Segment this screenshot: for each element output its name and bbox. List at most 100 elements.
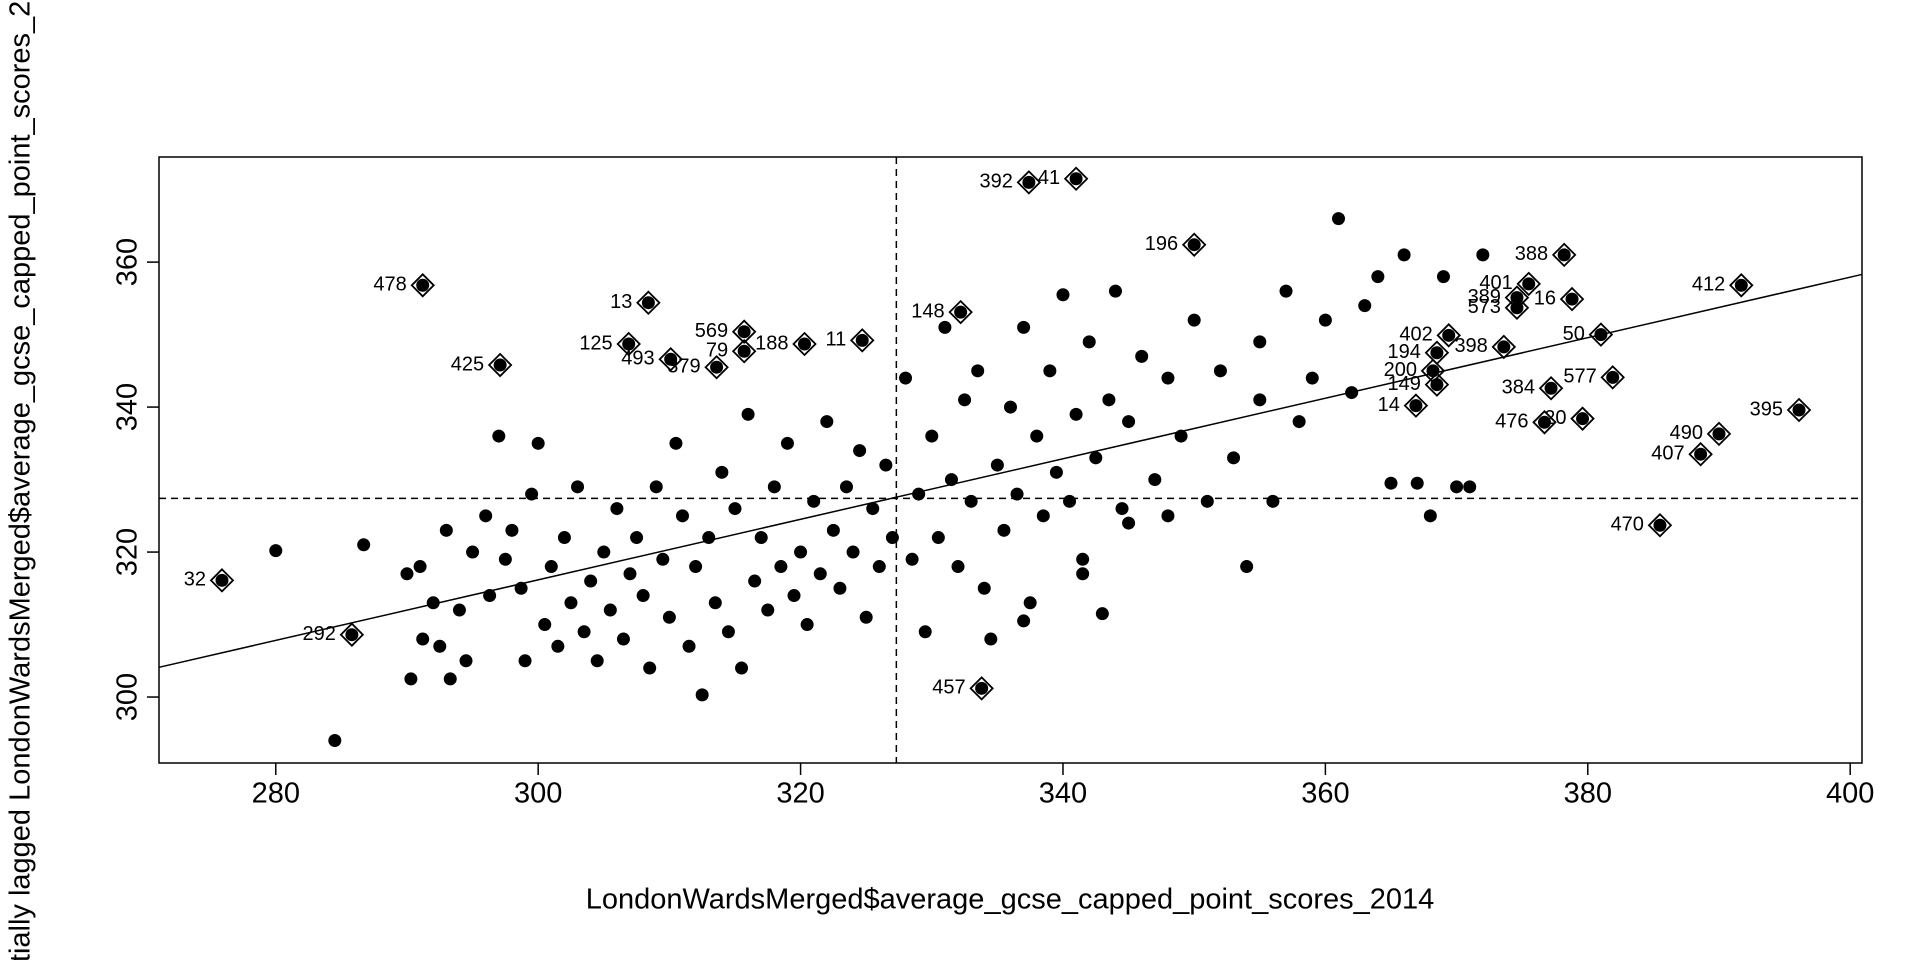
- point: [433, 639, 447, 653]
- point-label: 402: [1399, 324, 1432, 346]
- point: [483, 589, 497, 603]
- point: [466, 545, 480, 559]
- influential-point: [737, 344, 751, 358]
- point: [571, 480, 585, 494]
- point-label: 389: [1468, 286, 1501, 308]
- point: [1148, 473, 1162, 487]
- point: [938, 320, 952, 334]
- point: [1463, 480, 1477, 494]
- point: [630, 531, 644, 545]
- point: [1476, 248, 1490, 262]
- x-tick-label: 340: [1039, 778, 1087, 810]
- influential-point: [798, 337, 812, 351]
- point: [951, 560, 965, 574]
- x-tick-label: 300: [514, 778, 562, 810]
- point: [1089, 451, 1103, 465]
- point: [780, 436, 794, 450]
- point: [544, 560, 558, 574]
- point: [1371, 270, 1385, 284]
- influential-diamond: [1424, 372, 1450, 397]
- point: [1384, 476, 1398, 490]
- influential-diamond: [1706, 421, 1732, 447]
- point: [826, 523, 840, 537]
- point: [416, 632, 430, 646]
- point-label: 32: [184, 569, 206, 591]
- influential-diamond: [1559, 286, 1585, 312]
- point: [741, 407, 755, 421]
- point: [1200, 494, 1214, 508]
- point: [1240, 560, 1254, 574]
- point: [735, 661, 749, 675]
- point: [905, 552, 919, 566]
- point-label: 188: [755, 332, 788, 354]
- point: [1305, 371, 1319, 385]
- influential-point: [664, 352, 678, 366]
- point: [1266, 494, 1280, 508]
- point: [1095, 607, 1109, 621]
- point-label: 412: [1692, 274, 1725, 296]
- point: [971, 364, 985, 378]
- point-label: 476: [1495, 411, 1528, 433]
- point-label: 200: [1384, 359, 1417, 381]
- point: [1213, 364, 1227, 378]
- influential-point: [1069, 172, 1083, 186]
- influential-diamond: [1688, 441, 1713, 467]
- point: [1056, 288, 1070, 302]
- point: [682, 639, 696, 653]
- point: [649, 480, 663, 494]
- point: [1436, 270, 1450, 284]
- x-tick-label: 280: [252, 778, 300, 810]
- point: [669, 436, 683, 450]
- point: [675, 509, 689, 523]
- influential-diamond: [731, 319, 757, 344]
- x-tick-label: 320: [776, 778, 824, 810]
- point: [1082, 335, 1096, 349]
- influential-diamond: [1588, 322, 1614, 347]
- point-label: 196: [1145, 233, 1178, 255]
- influential-point: [215, 573, 229, 587]
- point: [1135, 349, 1149, 363]
- point: [1122, 415, 1136, 429]
- point-label: 490: [1670, 422, 1703, 444]
- x-tick-label: 400: [1826, 778, 1874, 810]
- point: [1122, 516, 1136, 530]
- point: [977, 581, 991, 595]
- influential-diamond: [1551, 242, 1577, 268]
- point: [918, 625, 932, 639]
- influential-point: [855, 333, 869, 347]
- point-label: 149: [1388, 373, 1421, 395]
- point: [748, 574, 762, 588]
- influential-diamond: [1786, 397, 1812, 423]
- point: [557, 531, 571, 545]
- point: [1450, 480, 1464, 494]
- point: [1069, 407, 1083, 421]
- point: [813, 567, 827, 581]
- point-label: 577: [1563, 366, 1596, 388]
- influential-point: [1187, 238, 1201, 252]
- influential-diamond: [704, 354, 729, 380]
- point-label: 457: [932, 677, 965, 699]
- influential-diamond: [1647, 512, 1673, 538]
- point: [1161, 371, 1175, 385]
- point: [459, 654, 473, 668]
- influential-point: [1497, 340, 1511, 354]
- influential-diamond: [1600, 365, 1625, 390]
- point-label: 398: [1454, 335, 1487, 357]
- influential-point: [641, 296, 655, 310]
- influential-diamond: [1516, 271, 1542, 297]
- point-label: 11: [825, 329, 846, 351]
- point: [518, 654, 532, 668]
- point: [1076, 552, 1090, 566]
- point: [443, 672, 457, 686]
- point: [1345, 386, 1359, 400]
- point-label: 478: [373, 274, 406, 296]
- point: [715, 465, 729, 479]
- y-tick-label: 300: [112, 673, 144, 721]
- point-label: 384: [1502, 377, 1535, 399]
- point: [400, 567, 414, 581]
- point: [1115, 502, 1129, 516]
- influential-point: [1576, 412, 1590, 426]
- influential-diamond: [209, 568, 235, 593]
- point: [997, 523, 1011, 537]
